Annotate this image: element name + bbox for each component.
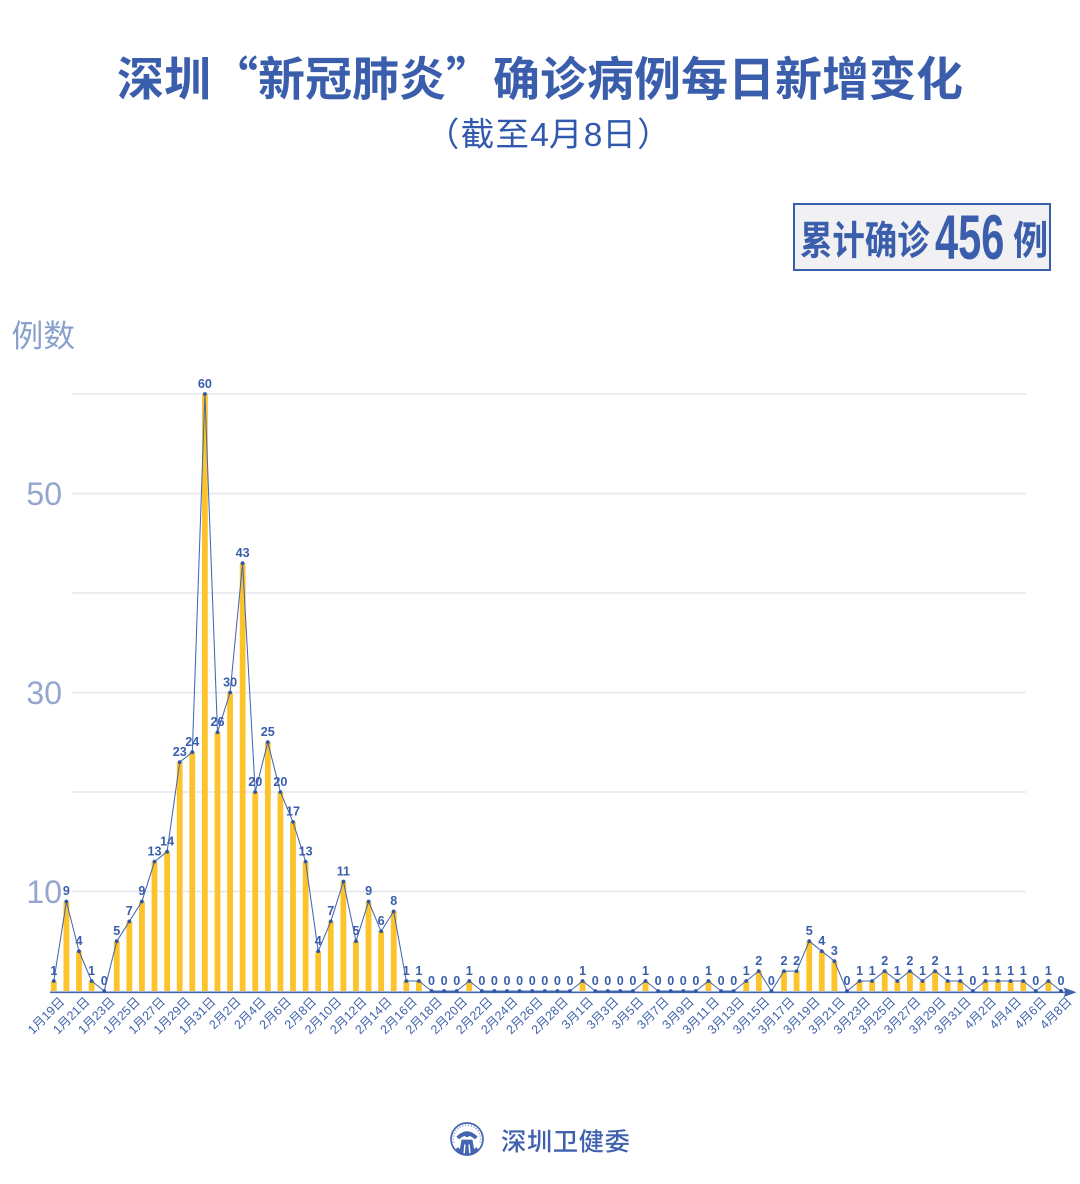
svg-text:0: 0 (592, 974, 599, 988)
svg-text:1: 1 (869, 964, 876, 978)
svg-text:8: 8 (390, 894, 397, 908)
svg-text:0: 0 (1032, 974, 1039, 988)
svg-text:17: 17 (286, 805, 300, 819)
svg-text:0: 0 (541, 974, 548, 988)
svg-text:9: 9 (63, 884, 70, 898)
svg-text:10: 10 (26, 874, 62, 910)
svg-text:2: 2 (881, 954, 888, 968)
svg-text:0: 0 (629, 974, 636, 988)
svg-text:1: 1 (1020, 964, 1027, 978)
svg-text:5: 5 (113, 924, 120, 938)
svg-text:60: 60 (198, 377, 212, 391)
svg-text:0: 0 (101, 974, 108, 988)
svg-text:50: 50 (26, 476, 62, 512)
svg-text:0: 0 (453, 974, 460, 988)
svg-text:0: 0 (503, 974, 510, 988)
svg-text:1: 1 (982, 964, 989, 978)
svg-text:1: 1 (466, 964, 473, 978)
svg-text:1: 1 (894, 964, 901, 978)
svg-text:3: 3 (831, 944, 838, 958)
svg-text:0: 0 (969, 974, 976, 988)
svg-text:456: 456 (935, 204, 1004, 274)
svg-text:1: 1 (579, 964, 586, 978)
svg-text:0: 0 (566, 974, 573, 988)
svg-text:13: 13 (299, 844, 313, 858)
svg-text:1: 1 (415, 964, 422, 978)
svg-text:1: 1 (88, 964, 95, 978)
svg-text:14: 14 (160, 835, 174, 849)
svg-text:6: 6 (378, 914, 385, 928)
svg-text:2: 2 (793, 954, 800, 968)
svg-text:0: 0 (667, 974, 674, 988)
svg-text:1: 1 (743, 964, 750, 978)
svg-text:2: 2 (780, 954, 787, 968)
svg-text:0: 0 (529, 974, 536, 988)
svg-text:30: 30 (26, 675, 62, 711)
svg-text:0: 0 (604, 974, 611, 988)
svg-text:26: 26 (210, 715, 224, 729)
svg-text:1: 1 (403, 964, 410, 978)
svg-text:1: 1 (944, 964, 951, 978)
svg-text:7: 7 (126, 904, 133, 918)
svg-text:1: 1 (994, 964, 1001, 978)
svg-text:0: 0 (718, 974, 725, 988)
svg-text:23: 23 (173, 745, 187, 759)
svg-text:0: 0 (478, 974, 485, 988)
svg-text:2: 2 (755, 954, 762, 968)
svg-text:7: 7 (327, 904, 334, 918)
svg-text:0: 0 (1057, 974, 1064, 988)
svg-text:20: 20 (248, 775, 262, 789)
svg-text:5: 5 (352, 924, 359, 938)
svg-text:25: 25 (261, 725, 275, 739)
svg-text:2: 2 (906, 954, 913, 968)
svg-text:0: 0 (617, 974, 624, 988)
svg-text:0: 0 (843, 974, 850, 988)
svg-text:4: 4 (530, 117, 549, 154)
svg-text:2: 2 (932, 954, 939, 968)
svg-text:1: 1 (957, 964, 964, 978)
svg-text:0: 0 (692, 974, 699, 988)
svg-text:0: 0 (554, 974, 561, 988)
svg-text:8: 8 (584, 117, 603, 154)
svg-text:0: 0 (428, 974, 435, 988)
svg-text:0: 0 (516, 974, 523, 988)
svg-text:0: 0 (441, 974, 448, 988)
svg-text:1: 1 (705, 964, 712, 978)
svg-text:5: 5 (806, 924, 813, 938)
svg-text:4: 4 (315, 934, 322, 948)
svg-text:1: 1 (919, 964, 926, 978)
svg-text:1: 1 (642, 964, 649, 978)
svg-text:24: 24 (185, 735, 199, 749)
svg-text:11: 11 (337, 864, 350, 878)
svg-text:4: 4 (75, 934, 82, 948)
svg-text:9: 9 (365, 884, 372, 898)
svg-text:43: 43 (236, 546, 250, 560)
svg-text:0: 0 (730, 974, 737, 988)
svg-text:30: 30 (223, 675, 237, 689)
svg-text:20: 20 (273, 775, 287, 789)
svg-text:0: 0 (768, 974, 775, 988)
svg-text:1: 1 (1007, 964, 1014, 978)
svg-text:13: 13 (147, 844, 161, 858)
svg-text:0: 0 (680, 974, 687, 988)
svg-text:1: 1 (50, 964, 57, 978)
svg-text:0: 0 (491, 974, 498, 988)
svg-text:0: 0 (655, 974, 662, 988)
svg-text:1: 1 (1045, 964, 1052, 978)
svg-text:4: 4 (818, 934, 825, 948)
svg-text:9: 9 (138, 884, 145, 898)
svg-text:1: 1 (856, 964, 863, 978)
